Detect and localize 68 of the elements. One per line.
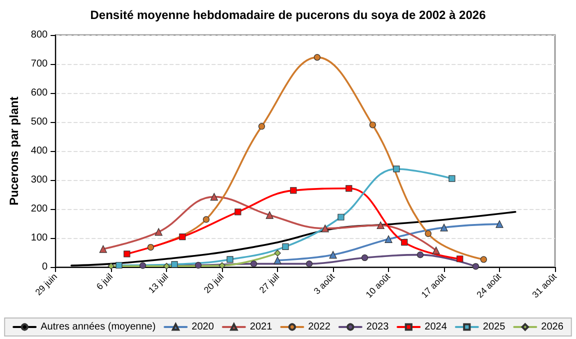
- point: [338, 214, 344, 220]
- y-tick-label: 300: [30, 174, 48, 186]
- point: [116, 262, 122, 269]
- point: [274, 250, 281, 256]
- point: [108, 262, 114, 270]
- point: [401, 239, 408, 246]
- point: [448, 175, 456, 182]
- point: [226, 256, 234, 263]
- y-tick-label: 100: [30, 232, 48, 244]
- point: [234, 208, 242, 216]
- point: [496, 220, 504, 228]
- point: [147, 244, 154, 251]
- legend-label: Autres années (moyenne): [40, 322, 156, 332]
- point: [202, 216, 210, 223]
- point: [194, 262, 202, 269]
- point: [258, 123, 265, 130]
- point: [472, 263, 480, 270]
- point: [329, 251, 337, 259]
- point: [384, 235, 392, 243]
- point: [321, 224, 329, 232]
- point: [274, 256, 282, 264]
- point: [393, 166, 400, 172]
- point: [456, 256, 464, 262]
- y-tick-label: 200: [30, 204, 48, 214]
- point: [218, 262, 226, 269]
- point: [290, 187, 297, 194]
- y-tick-label: 500: [30, 116, 48, 128]
- point: [424, 230, 432, 237]
- point: [440, 224, 448, 232]
- point: [210, 193, 218, 201]
- point: [416, 252, 424, 258]
- y-tick-label: 800: [30, 30, 48, 40]
- x-tick-label: 20 juil: [202, 271, 226, 296]
- x-tick-label: 29 juin: [33, 271, 60, 298]
- point: [361, 254, 368, 262]
- point: [163, 262, 170, 270]
- point: [154, 228, 162, 236]
- point: [266, 211, 274, 219]
- legend-label: 2022: [308, 322, 331, 332]
- x-tick-label: 13 juil: [146, 271, 170, 296]
- point: [314, 54, 320, 61]
- point: [250, 260, 258, 268]
- point: [124, 250, 130, 258]
- point: [171, 261, 178, 268]
- legend-label: 2023: [366, 322, 390, 332]
- point: [306, 260, 313, 268]
- point: [139, 262, 146, 269]
- point: [99, 245, 107, 253]
- y-tick-label: 0: [42, 262, 48, 272]
- legend-label: 2026: [541, 322, 564, 332]
- legend-label: 2020: [192, 322, 214, 332]
- y-tick-label: 700: [30, 58, 48, 70]
- x-tick-label: 6 juil: [94, 271, 115, 292]
- legend-label: 2024: [424, 322, 448, 332]
- point: [376, 221, 384, 230]
- y-tick-label: 600: [30, 88, 48, 98]
- chart-title: Densité moyenne hebdomadaire de pucerons du soya de 2002 à 2026: [90, 8, 486, 22]
- legend-label: 2025: [482, 322, 506, 332]
- point: [346, 185, 352, 192]
- point: [179, 234, 186, 240]
- point: [369, 122, 376, 128]
- y-tick-label: 400: [30, 146, 48, 156]
- legend-label: 2021: [250, 322, 273, 332]
- y-axis-title: Pucerons par plant: [7, 96, 21, 206]
- point: [282, 243, 289, 250]
- point: [480, 256, 487, 263]
- x-tick-label: 27 juil: [257, 271, 282, 296]
- point: [432, 246, 440, 254]
